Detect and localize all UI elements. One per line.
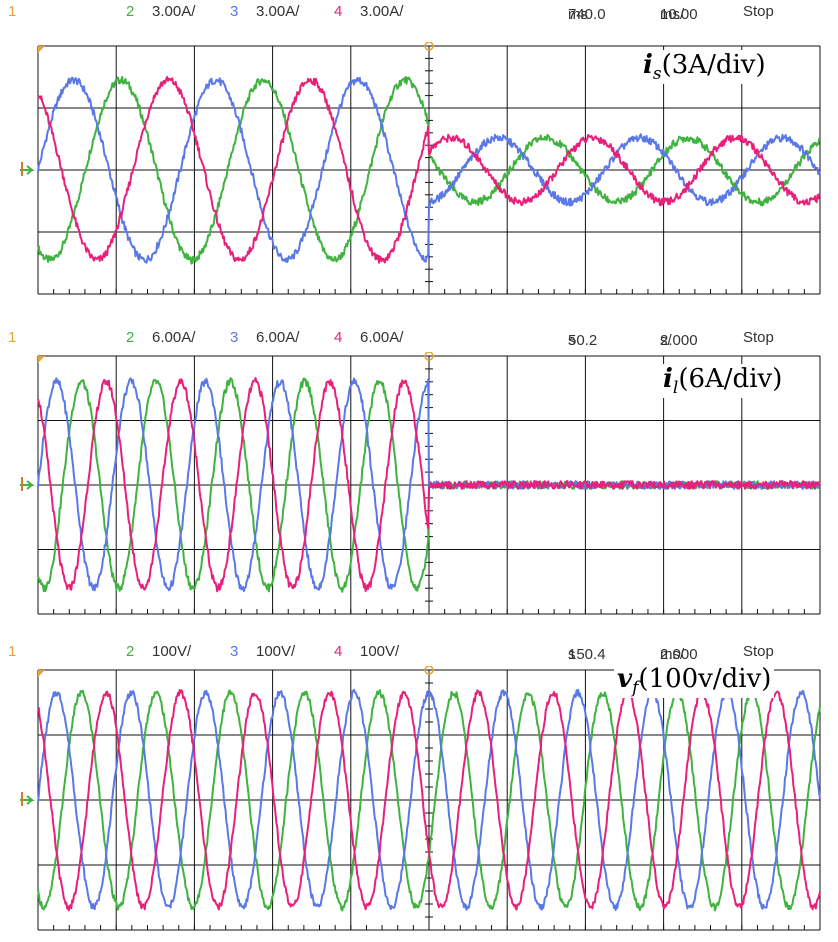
- channel-1-indicator[interactable]: 1: [8, 643, 17, 660]
- trigger-marker: [38, 670, 45, 677]
- channel-3-scale: 100V/: [256, 643, 296, 660]
- scope-plot: [20, 666, 821, 931]
- trace-label: is(3A/div): [640, 50, 769, 85]
- channel-4-indicator[interactable]: 4: [334, 3, 343, 20]
- acquisition-state[interactable]: Stop: [743, 643, 774, 660]
- scope-panel-source-current: 1 2 3.00A/ 3 3.00A/ 4 3.00A/ 740.0 ms 10.…: [0, 0, 838, 308]
- trigger-marker: [38, 46, 45, 53]
- trace-label: il(6A/div): [660, 364, 786, 399]
- scope-plot: [20, 42, 821, 295]
- channel-1-indicator[interactable]: 1: [8, 329, 17, 346]
- channel-4-scale: 100V/: [360, 643, 400, 660]
- scope-header: 1 2 100V/ 3 100V/ 4 100V/ 150.4 s 2.000 ms…: [8, 643, 774, 663]
- scope-panel-filter-voltage: 1 2 100V/ 3 100V/ 4 100V/ 150.4 s 2.000 ms…: [0, 640, 838, 936]
- trigger-position-marker: [424, 42, 434, 51]
- scope-plot: [20, 352, 821, 615]
- channel-2-indicator[interactable]: 2: [126, 329, 135, 346]
- acquisition-state[interactable]: Stop: [743, 3, 774, 20]
- scope-header: 1 2 6.00A/ 3 6.00A/ 4 6.00A/ 50.2 s 2.000…: [8, 329, 774, 349]
- trace-channel-3: [37, 688, 821, 912]
- channel-3-indicator[interactable]: 3: [230, 329, 239, 346]
- trace-label: vf(100v/div): [614, 664, 775, 699]
- channel-2-scale: 3.00A/: [152, 3, 196, 20]
- ground-marker: [20, 165, 35, 175]
- channel-3-scale: 3.00A/: [256, 3, 300, 20]
- channel-3-indicator[interactable]: 3: [230, 3, 239, 20]
- trace-channel-3: [37, 76, 821, 264]
- trigger-position-marker: [424, 352, 434, 361]
- channel-4-indicator[interactable]: 4: [334, 329, 343, 346]
- channel-3-scale: 6.00A/: [256, 329, 300, 346]
- trace-channel-4: [37, 689, 821, 912]
- trigger-position-marker: [424, 666, 434, 675]
- trace-channel-4: [37, 76, 821, 264]
- channel-4-scale: 3.00A/: [360, 3, 404, 20]
- trigger-marker: [38, 356, 45, 363]
- acquisition-state[interactable]: Stop: [743, 329, 774, 346]
- scope-header: 1 2 3.00A/ 3 3.00A/ 4 3.00A/ 740.0 ms 10.…: [8, 3, 774, 23]
- channel-2-indicator[interactable]: 2: [126, 643, 135, 660]
- channel-2-indicator[interactable]: 2: [126, 3, 135, 20]
- channel-1-indicator[interactable]: 1: [8, 3, 17, 20]
- channel-2-scale: 6.00A/: [152, 329, 196, 346]
- channel-4-scale: 6.00A/: [360, 329, 404, 346]
- channel-3-indicator[interactable]: 3: [230, 643, 239, 660]
- channel-4-indicator[interactable]: 4: [334, 643, 343, 660]
- ground-marker: [20, 795, 35, 805]
- scope-panel-load-current: 1 2 6.00A/ 3 6.00A/ 4 6.00A/ 50.2 s 2.000…: [0, 326, 838, 620]
- trace-channel-4: [37, 377, 821, 593]
- ground-marker: [20, 480, 35, 490]
- channel-2-scale: 100V/: [152, 643, 192, 660]
